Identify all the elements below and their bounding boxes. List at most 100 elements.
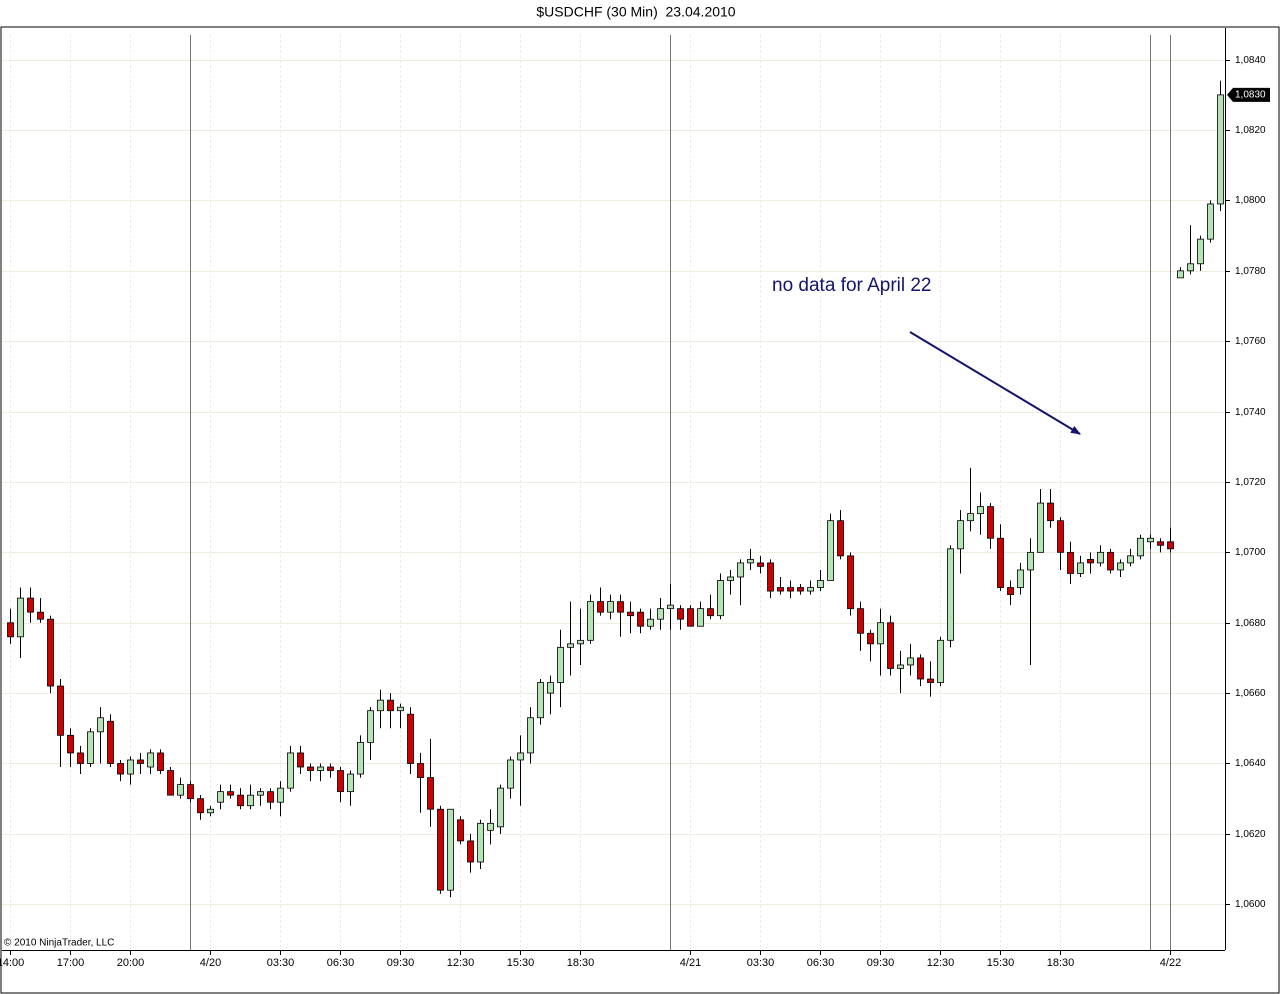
- candle-body: [617, 601, 624, 613]
- candle-body: [337, 770, 344, 793]
- candle-body: [987, 506, 994, 539]
- candle-body: [657, 608, 664, 620]
- candle-body: [227, 791, 234, 796]
- candle-body: [427, 777, 434, 810]
- candle-body: [1047, 502, 1054, 522]
- candle-body: [97, 717, 104, 733]
- x-tick-label: 03:30: [267, 957, 295, 969]
- candle-body: [977, 506, 984, 515]
- x-tick-label: 4/21: [680, 957, 701, 969]
- candles: [7, 80, 1224, 898]
- candle-body: [1137, 537, 1144, 557]
- candle-body: [367, 710, 374, 743]
- annotation-arrow: [909, 331, 1081, 435]
- x-tick-label: 18:30: [567, 957, 595, 969]
- candle-body: [347, 773, 354, 793]
- candle-body: [1187, 263, 1194, 272]
- x-tick-label: 15:30: [507, 957, 535, 969]
- candle-body: [567, 643, 574, 648]
- candle-body: [957, 520, 964, 550]
- candle-body: [397, 706, 404, 712]
- y-tick-label: 1,0800: [1235, 195, 1266, 206]
- candle-body: [1037, 502, 1044, 553]
- candle-body: [37, 611, 44, 620]
- candle-body: [887, 622, 894, 669]
- candle-body: [497, 787, 504, 828]
- candle-body: [937, 639, 944, 683]
- candle-body: [417, 763, 424, 778]
- candle-body: [577, 639, 584, 645]
- candle-body: [917, 657, 924, 680]
- candle-body: [297, 752, 304, 768]
- annotation: no data for April 22: [772, 275, 932, 296]
- candle-body: [207, 808, 214, 814]
- candle-body: [807, 587, 814, 592]
- candle-body: [1007, 587, 1014, 595]
- candle-body: [697, 608, 704, 627]
- candle-body: [907, 657, 914, 666]
- candle-body: [1097, 551, 1104, 564]
- candle-body: [437, 808, 444, 891]
- frame: [0, 26, 1280, 994]
- candle-body: [717, 580, 724, 617]
- x-tick-label: 06:30: [807, 957, 835, 969]
- x-tick-label: 03:30: [747, 957, 775, 969]
- candle-body: [377, 699, 384, 712]
- candle-body: [47, 618, 54, 687]
- candle-body: [217, 791, 224, 803]
- candle-body: [187, 784, 194, 800]
- y-tick-label: 1,0680: [1235, 618, 1266, 629]
- candle-body: [1067, 551, 1074, 574]
- candle-body: [837, 520, 844, 557]
- candle-body: [557, 646, 564, 683]
- candle-body: [877, 622, 884, 645]
- candle-body: [257, 791, 264, 796]
- candle-body: [357, 741, 364, 775]
- y-tick-label: 1,0600: [1235, 899, 1266, 910]
- candle-body: [1057, 520, 1064, 553]
- candle-body: [517, 752, 524, 761]
- candle-body: [867, 632, 874, 645]
- candle-body: [287, 752, 294, 789]
- candle-body: [947, 548, 954, 641]
- candle-body: [597, 601, 604, 613]
- candle-body: [57, 685, 64, 736]
- candle-body: [897, 664, 904, 669]
- last-price-label: 1,0830: [1235, 90, 1266, 101]
- x-tick-label: 14:00: [0, 957, 24, 969]
- candle-body: [387, 699, 394, 712]
- session-dividers: [190, 35, 1171, 950]
- y-tick-label: 1,0660: [1235, 688, 1266, 699]
- y-tick-label: 1,0740: [1235, 407, 1266, 418]
- y-tick-label: 1,0640: [1235, 758, 1266, 769]
- y-tick-label: 1,0720: [1235, 477, 1266, 488]
- candle-body: [737, 562, 744, 578]
- candle-body: [1207, 203, 1214, 240]
- copyright: © 2010 NinjaTrader, LLC: [4, 938, 114, 949]
- candle-body: [117, 763, 124, 775]
- candle-body: [507, 759, 514, 789]
- candle-body: [17, 597, 24, 638]
- x-tick-label: 4/20: [200, 957, 221, 969]
- axes: 1,0600 1,0620 1,0640 1,0660 1,0680 1,0700 1,07…: [0, 55, 1270, 969]
- candle-body: [747, 558, 754, 564]
- candle-body: [927, 678, 934, 683]
- candle-body: [787, 587, 794, 592]
- candle-body: [197, 798, 204, 814]
- y-tick-label: 1,0700: [1235, 547, 1266, 558]
- candle-body: [1197, 238, 1204, 265]
- candle-body: [487, 822, 494, 831]
- candle-body: [307, 766, 314, 771]
- candle-body: [167, 770, 174, 796]
- candle-body: [1077, 562, 1084, 574]
- grid: [2, 35, 1225, 950]
- candle-body: [157, 752, 164, 771]
- x-tick-label: 17:00: [57, 957, 85, 969]
- candle-body: [677, 608, 684, 620]
- candle-body: [527, 717, 534, 754]
- candle-body: [827, 520, 834, 581]
- candle-body: [327, 766, 334, 771]
- candle-body: [797, 587, 804, 592]
- y-tick-label: 1,0620: [1235, 829, 1266, 840]
